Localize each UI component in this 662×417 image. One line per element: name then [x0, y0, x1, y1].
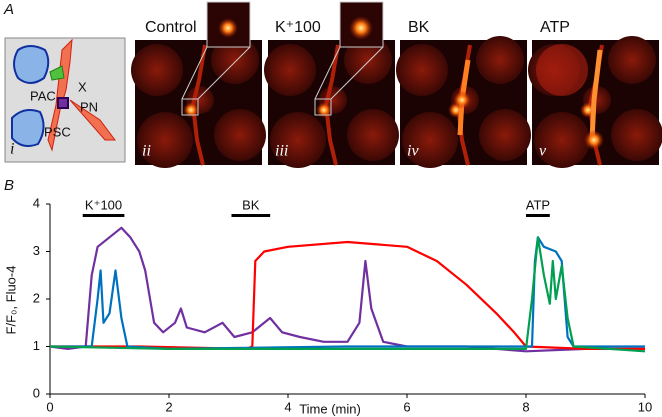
stimulus-label: K⁺100: [85, 197, 122, 212]
data-line: [49, 236, 646, 353]
stimulus-bar: [526, 214, 550, 217]
panel-roman: iii: [275, 143, 288, 160]
x-axis-label: Time (min): [299, 401, 361, 416]
panel-roman: ii: [142, 143, 151, 160]
image-panel: [394, 34, 533, 170]
x-tick-label: 8: [522, 399, 529, 414]
y-tick-label: 4: [33, 195, 40, 210]
image-panel: [526, 34, 662, 170]
stimulus-bar: [231, 214, 271, 217]
data-line: [50, 236, 645, 350]
schematic: PAC X PN PSC i: [4, 37, 126, 163]
schematic-label: X: [78, 79, 87, 94]
inset: [181, 1, 384, 116]
image-title: BK: [408, 19, 430, 36]
stimulus-label: ATP: [526, 197, 550, 212]
y-tick-label: 2: [33, 290, 40, 305]
image-title: ATP: [540, 19, 570, 36]
x-tick-label: 6: [403, 399, 410, 414]
schematic-label: PN: [80, 99, 98, 114]
y-tick-label: 1: [33, 338, 40, 353]
y-tick-label: 0: [33, 385, 40, 400]
panel-label: B: [4, 177, 14, 194]
panel-roman: v: [539, 143, 547, 160]
schematic-label: PAC: [30, 88, 56, 103]
y-axis-label: F/F₀, Fluo-4: [3, 266, 18, 335]
x-tick-label: 4: [284, 399, 291, 414]
x-tick-label: 10: [638, 399, 652, 414]
data-line: [49, 226, 645, 353]
stimulus-bar: [82, 214, 125, 217]
panel-roman: iv: [407, 143, 419, 160]
x-tick-label: 2: [165, 399, 172, 414]
panel-roman: i: [10, 141, 14, 158]
x-tick-label: 0: [46, 399, 53, 414]
stimulus-label: BK: [242, 197, 260, 212]
panel-label: A: [3, 1, 14, 18]
image-title: K⁺100: [275, 19, 321, 36]
y-tick-label: 3: [33, 243, 40, 258]
image-title: Control: [145, 19, 197, 36]
schematic-label: PSC: [44, 124, 71, 139]
